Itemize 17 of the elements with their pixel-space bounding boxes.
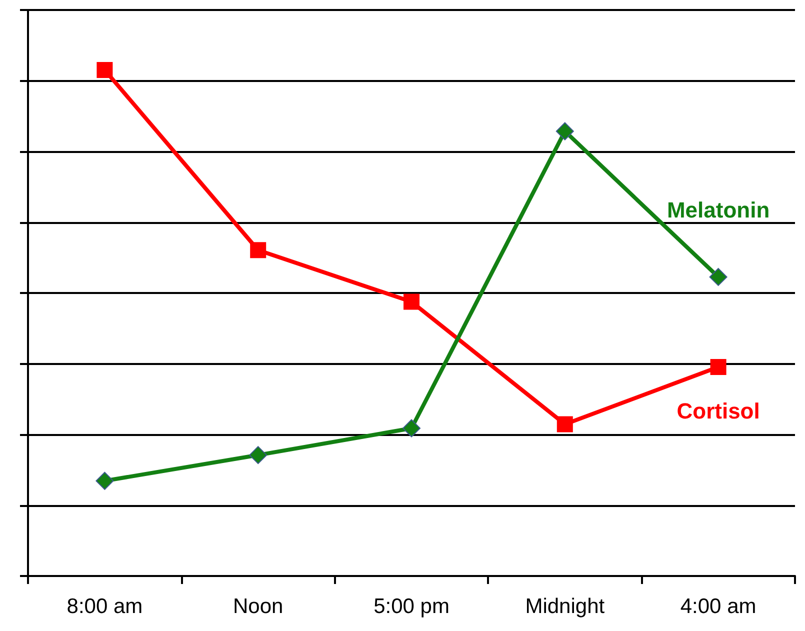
point <box>96 472 114 490</box>
point <box>250 242 266 258</box>
point <box>96 62 113 78</box>
x-tick-label: 8:00 am <box>66 595 143 618</box>
x-tick-label: Noon <box>233 595 284 618</box>
x-tick-label: 4:00 am <box>680 595 756 618</box>
point <box>709 268 728 286</box>
x-tick-label: 5:00 pm <box>374 595 450 618</box>
point <box>556 122 574 140</box>
series-label: Melatonin <box>666 197 770 222</box>
point <box>402 419 420 438</box>
point <box>249 446 268 464</box>
point <box>556 416 573 432</box>
series-label: Cortisol <box>676 398 760 424</box>
x-tick-label: Midnight <box>525 595 605 618</box>
point <box>710 359 726 376</box>
point <box>404 294 420 310</box>
